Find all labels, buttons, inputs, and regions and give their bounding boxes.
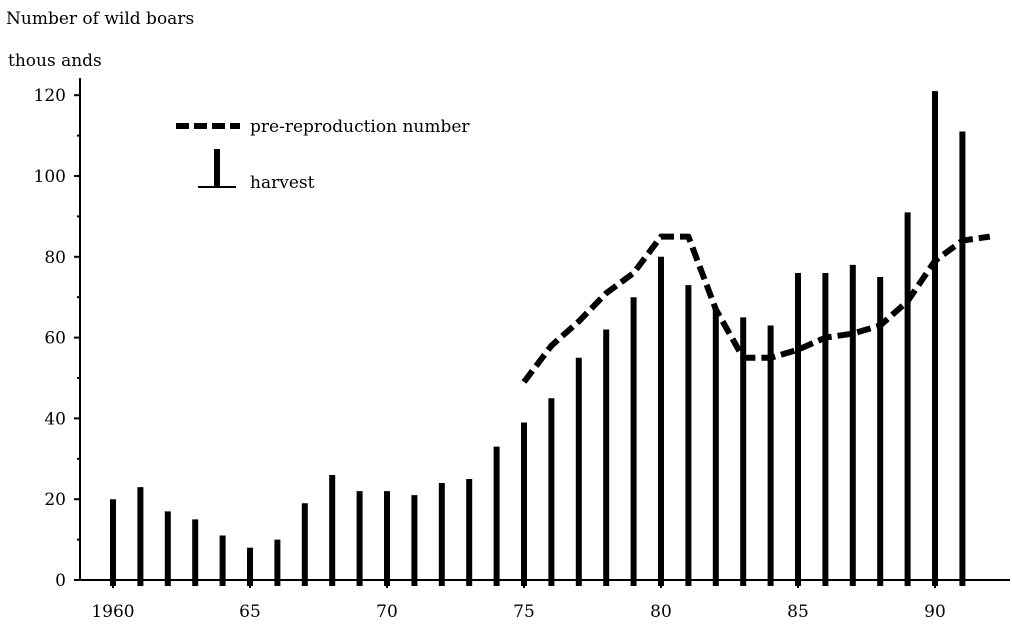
harvest-bars: [110, 91, 966, 586]
y-tick-label: 0: [55, 571, 66, 591]
y-tick-label: 60: [44, 329, 66, 349]
y-axis-title-line1: Number of wild boars: [6, 9, 194, 29]
legend-line-label: pre-reproduction number: [250, 117, 470, 137]
legend: pre-reproduction number harvest: [176, 117, 470, 193]
x-tick-label: 90: [924, 602, 946, 622]
y-axis-ticks: 0 20 40 60 80 100 120: [34, 86, 80, 591]
x-tick-label: 75: [513, 602, 535, 622]
x-tick-label: 65: [239, 602, 261, 622]
y-tick-label: 80: [44, 248, 66, 268]
y-axis-title-line2: thous ands: [8, 51, 102, 71]
pre-reproduction-line: [521, 233, 991, 384]
x-axis-ticks: 1960 65 70 75 80 85 90: [91, 580, 964, 622]
legend-bar-label: harvest: [250, 173, 315, 193]
y-tick-label: 20: [44, 490, 66, 510]
y-tick-label: 120: [34, 86, 66, 106]
x-tick-label: 80: [650, 602, 672, 622]
x-tick-label: 1960: [91, 602, 134, 622]
y-tick-label: 40: [44, 409, 66, 429]
x-tick-label: 85: [787, 602, 809, 622]
axes: [79, 78, 1010, 581]
y-tick-label: 100: [34, 167, 66, 187]
x-tick-label: 70: [376, 602, 398, 622]
pre-reproduction-series: [521, 233, 991, 384]
